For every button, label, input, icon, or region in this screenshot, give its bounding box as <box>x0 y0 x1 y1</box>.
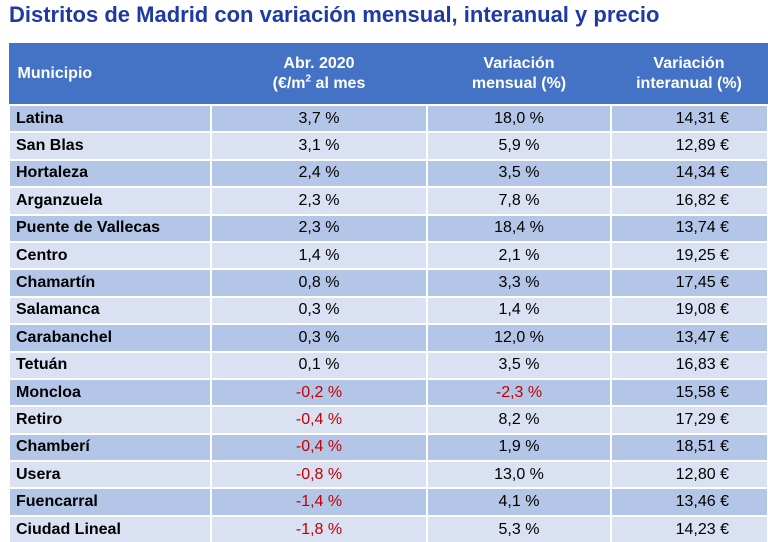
header-municipio-label: Municipio <box>17 65 93 82</box>
cell-municipio: Arganzuela <box>8 186 211 215</box>
cell-interanual: 17,45 € <box>610 268 767 297</box>
cell-abr: 2,3 % <box>210 186 427 215</box>
cell-municipio: Salamanca <box>8 295 211 325</box>
cell-interanual: 15,58 € <box>610 377 767 407</box>
page-title: Distritos de Madrid con variación mensua… <box>9 2 660 27</box>
cell-abr: 2,3 % <box>210 213 427 242</box>
cell-mensual: -2,3 % <box>426 377 611 407</box>
cell-municipio: San Blas <box>8 131 211 160</box>
cell-abr: 0,1 % <box>210 350 427 379</box>
cell-interanual: 18,51 € <box>610 432 767 462</box>
cell-interanual: 16,82 € <box>610 186 767 215</box>
cell-municipio: Chamartín <box>8 268 211 297</box>
cell-municipio: Puente de Vallecas <box>8 213 211 242</box>
header-interanual-line2: interanual (%) <box>636 75 742 92</box>
table-row: Ciudad Lineal -1,8 % 5,3 % 14,23 € <box>8 514 767 542</box>
cell-abr: 3,1 % <box>210 131 427 160</box>
cell-abr: -0,2 % <box>210 377 427 407</box>
header-abr-line2-pre: (€/m <box>272 75 306 92</box>
cell-interanual: 13,74 € <box>610 213 767 242</box>
header-interanual-line1: Variación <box>653 55 725 72</box>
cell-mensual: 8,2 % <box>426 405 611 434</box>
cell-abr: -0,4 % <box>210 432 427 462</box>
cell-mensual: 5,9 % <box>426 131 611 160</box>
cell-abr: -0,4 % <box>210 405 427 434</box>
table-row: Chamartín 0,8 % 3,3 % 17,45 € <box>8 268 767 297</box>
cell-municipio: Hortaleza <box>8 158 211 188</box>
cell-abr: -1,4 % <box>210 487 427 516</box>
header-abr-line1: Abr. 2020 <box>283 55 355 72</box>
cell-mensual: 4,1 % <box>426 487 611 516</box>
table-row: Arganzuela 2,3 % 7,8 % 16,82 € <box>8 186 767 215</box>
cell-mensual: 18,4 % <box>426 213 611 242</box>
table-row: Salamanca 0,3 % 1,4 % 19,08 € <box>8 295 767 325</box>
table-body: Latina 3,7 % 18,0 % 14,31 € San Blas 3,1 % 5,… <box>8 103 767 542</box>
cell-mensual: 12,0 % <box>426 323 611 352</box>
header-abr-line2-post: al mes <box>311 75 366 92</box>
cell-mensual: 1,4 % <box>426 295 611 325</box>
cell-mensual: 3,5 % <box>426 158 611 188</box>
cell-interanual: 13,47 € <box>610 323 767 352</box>
cell-mensual: 13,0 % <box>426 460 611 489</box>
cell-interanual: 12,80 € <box>610 460 767 489</box>
table-row: Moncloa -0,2 % -2,3 % 15,58 € <box>8 377 767 407</box>
cell-abr: 3,7 % <box>210 103 427 133</box>
cell-abr: 0,8 % <box>210 268 427 297</box>
cell-abr: 2,4 % <box>210 158 427 188</box>
cell-municipio: Tetuán <box>8 350 211 379</box>
districts-table: Municipio Abr. 2020 (€/m2 al mes Variaci… <box>8 43 768 542</box>
table-row: Carabanchel 0,3 % 12,0 % 13,47 € <box>8 323 767 352</box>
table-header-row: Municipio Abr. 2020 (€/m2 al mes Variaci… <box>8 43 768 106</box>
cell-mensual: 7,8 % <box>426 186 611 215</box>
cell-interanual: 13,46 € <box>610 487 767 516</box>
header-variacion-interanual: Variación interanual (%) <box>610 43 768 106</box>
table-row: Puente de Vallecas 2,3 % 18,4 % 13,74 € <box>8 213 767 242</box>
cell-municipio: Latina <box>8 103 211 133</box>
table-row: Usera -0,8 % 13,0 % 12,80 € <box>8 460 767 489</box>
cell-interanual: 19,08 € <box>610 295 767 325</box>
header-abr-2020: Abr. 2020 (€/m2 al mes <box>210 43 428 106</box>
table-row: Latina 3,7 % 18,0 % 14,31 € <box>8 103 767 133</box>
header-mensual-line2: mensual (%) <box>471 75 567 92</box>
cell-mensual: 1,9 % <box>426 432 611 462</box>
page: Distritos de Madrid con variación mensua… <box>8 2 768 542</box>
table-row: Hortaleza 2,4 % 3,5 % 14,34 € <box>8 158 767 188</box>
cell-abr: 0,3 % <box>210 323 427 352</box>
cell-interanual: 19,25 € <box>610 240 767 270</box>
table-row: San Blas 3,1 % 5,9 % 12,89 € <box>8 131 767 160</box>
cell-interanual: 14,23 € <box>610 514 767 542</box>
cell-interanual: 14,31 € <box>610 103 767 133</box>
cell-municipio: Ciudad Lineal <box>8 514 211 542</box>
cell-mensual: 2,1 % <box>426 240 611 270</box>
header-variacion-mensual: Variación mensual (%) <box>426 43 612 106</box>
cell-municipio: Carabanchel <box>8 323 211 352</box>
cell-interanual: 12,89 € <box>610 131 767 160</box>
cell-interanual: 14,34 € <box>610 158 767 188</box>
cell-abr: 0,3 % <box>210 295 427 325</box>
cell-mensual: 3,5 % <box>426 350 611 379</box>
cell-interanual: 16,83 € <box>610 350 767 379</box>
cell-abr: 1,4 % <box>210 240 427 270</box>
cell-mensual: 3,3 % <box>426 268 611 297</box>
table-row: Chamberí -0,4 % 1,9 % 18,51 € <box>8 432 767 462</box>
header-municipio: Municipio <box>8 43 212 106</box>
cell-interanual: 17,29 € <box>610 405 767 434</box>
cell-municipio: Chamberí <box>8 432 211 462</box>
cell-abr: -0,8 % <box>210 460 427 489</box>
header-abr-superscript: 2 <box>305 73 312 85</box>
cell-municipio: Moncloa <box>8 377 211 407</box>
cell-mensual: 18,0 % <box>426 103 611 133</box>
cell-mensual: 5,3 % <box>426 514 611 542</box>
cell-municipio: Usera <box>8 460 211 489</box>
table-row: Fuencarral -1,4 % 4,1 % 13,46 € <box>8 487 767 516</box>
cell-municipio: Retiro <box>8 405 211 434</box>
cell-municipio: Fuencarral <box>8 487 211 516</box>
header-mensual-line1: Variación <box>483 55 555 72</box>
table-row: Centro 1,4 % 2,1 % 19,25 € <box>8 240 767 270</box>
table-row: Tetuán 0,1 % 3,5 % 16,83 € <box>8 350 767 379</box>
table-row: Retiro -0,4 % 8,2 % 17,29 € <box>8 405 767 434</box>
cell-municipio: Centro <box>8 240 211 270</box>
cell-abr: -1,8 % <box>210 514 427 542</box>
